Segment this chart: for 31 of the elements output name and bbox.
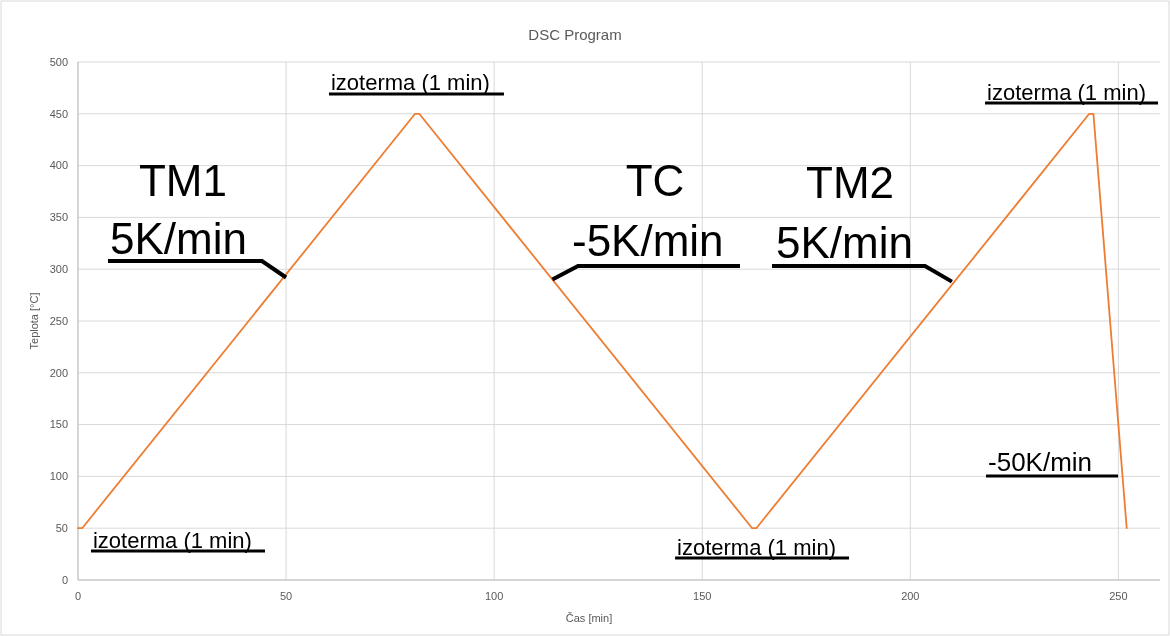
y-tick-label: 450 [49, 107, 68, 120]
x-tick-label: 200 [901, 590, 920, 602]
y-tick-label: 350 [49, 211, 68, 224]
annotation: -5K/min [572, 215, 724, 265]
y-tick-label: 250 [49, 314, 68, 327]
y-axis-title: Teplota [°C] [28, 292, 40, 350]
annotation: 5K/min [776, 218, 913, 268]
y-tick-label: 0 [61, 573, 68, 586]
annotation: izoterma (1 min) [987, 80, 1146, 105]
y-tick-label: 50 [55, 522, 68, 535]
annotation: TM2 [806, 158, 895, 208]
y-tick-label: 400 [49, 159, 68, 172]
annotation: -50K/min [988, 447, 1093, 477]
y-tick-label: 100 [49, 470, 68, 483]
y-tick-label: 150 [49, 418, 68, 431]
annotation: TC [625, 155, 685, 205]
annotation: izoterma (1 min) [677, 535, 836, 560]
y-tick-label: 200 [49, 366, 68, 379]
chart-title: DSC Program [528, 26, 622, 43]
x-tick-label: 50 [279, 590, 293, 602]
x-tick-label: 150 [693, 590, 712, 602]
x-tick-label: 100 [484, 590, 504, 602]
y-tick-label: 500 [49, 55, 68, 68]
annotation: izoterma (1 min) [92, 528, 252, 553]
x-axis-title: Čas [min] [565, 612, 613, 624]
annotation: TM1 [138, 155, 227, 205]
x-tick-label: 0 [74, 590, 82, 602]
annotation: 5K/min [109, 213, 247, 263]
y-tick-label: 300 [49, 263, 68, 276]
x-tick-label: 250 [1109, 590, 1128, 602]
annotation: izoterma (1 min) [330, 70, 490, 95]
